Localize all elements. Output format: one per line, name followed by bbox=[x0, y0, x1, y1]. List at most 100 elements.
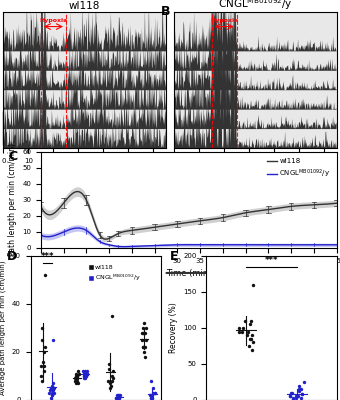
Point bbox=[239, 328, 244, 335]
Point bbox=[115, 394, 121, 400]
Point bbox=[106, 366, 112, 372]
Point bbox=[49, 392, 54, 398]
Point bbox=[287, 393, 292, 400]
Point bbox=[242, 318, 247, 324]
Point bbox=[294, 393, 299, 400]
Point bbox=[73, 373, 79, 379]
Point bbox=[73, 380, 79, 386]
Point bbox=[80, 368, 86, 374]
Point bbox=[115, 394, 121, 400]
Point bbox=[41, 349, 47, 355]
Point bbox=[114, 394, 119, 400]
Point bbox=[152, 390, 157, 396]
Legend: wI118, $\mathregular{CNGL^{MB01092}/y}$: wI118, $\mathregular{CNGL^{MB01092}/y}$ bbox=[87, 262, 143, 286]
Point bbox=[298, 395, 304, 400]
Point bbox=[38, 373, 44, 379]
Point bbox=[72, 378, 78, 384]
Point bbox=[116, 394, 122, 400]
Point bbox=[84, 370, 89, 377]
Point bbox=[116, 394, 121, 400]
Point bbox=[82, 370, 87, 377]
Y-axis label: Recovery (%): Recovery (%) bbox=[169, 303, 177, 353]
Point bbox=[42, 363, 47, 370]
Point bbox=[84, 368, 90, 374]
Point bbox=[51, 385, 56, 391]
Point bbox=[248, 336, 254, 342]
Point bbox=[140, 344, 146, 350]
Point bbox=[249, 332, 255, 338]
Point bbox=[84, 373, 89, 379]
Text: B: B bbox=[161, 5, 171, 18]
Point bbox=[75, 380, 81, 386]
Point bbox=[247, 321, 253, 328]
Point bbox=[115, 392, 121, 398]
Point bbox=[83, 375, 88, 382]
Point bbox=[50, 390, 55, 396]
Point bbox=[143, 337, 149, 343]
Text: Hypoxia: Hypoxia bbox=[120, 281, 148, 287]
Point bbox=[50, 380, 55, 386]
Point bbox=[140, 344, 146, 350]
Point bbox=[236, 325, 242, 331]
Point bbox=[301, 379, 306, 385]
Point bbox=[150, 392, 155, 398]
Point bbox=[250, 339, 255, 346]
Point bbox=[150, 390, 155, 396]
Point bbox=[51, 390, 56, 396]
Point bbox=[107, 380, 113, 386]
Point bbox=[149, 394, 154, 400]
Point bbox=[289, 390, 294, 396]
Point bbox=[106, 378, 111, 384]
Point bbox=[82, 373, 87, 379]
Point bbox=[76, 370, 82, 377]
Point bbox=[106, 361, 112, 367]
Point bbox=[41, 368, 47, 374]
Point bbox=[115, 394, 121, 400]
Point bbox=[149, 394, 155, 400]
Point bbox=[141, 349, 147, 355]
Point bbox=[148, 394, 154, 400]
Point bbox=[296, 388, 301, 394]
Text: Hypoxia: Hypoxia bbox=[210, 18, 238, 23]
Point bbox=[296, 386, 302, 392]
Point bbox=[250, 282, 256, 288]
Y-axis label: Average path length per min (cm/min): Average path length per min (cm/min) bbox=[0, 261, 6, 395]
Point bbox=[290, 395, 295, 400]
Legend: wI118, $\mathregular{CNGL^{MB01092}/y}$: wI118, $\mathregular{CNGL^{MB01092}/y}$ bbox=[264, 156, 333, 183]
Text: E: E bbox=[170, 250, 178, 263]
Point bbox=[39, 337, 45, 343]
Point bbox=[288, 393, 293, 400]
Text: C: C bbox=[8, 150, 17, 163]
Point bbox=[84, 370, 90, 377]
Point bbox=[110, 368, 115, 374]
Point bbox=[117, 392, 122, 398]
Title: $\mathregular{CNGL^{MB01092}/y}$: $\mathregular{CNGL^{MB01092}/y}$ bbox=[218, 0, 293, 12]
Point bbox=[142, 330, 147, 336]
Point bbox=[42, 344, 47, 350]
Point bbox=[236, 328, 242, 335]
Point bbox=[290, 395, 295, 400]
Point bbox=[39, 325, 45, 331]
Point bbox=[152, 390, 157, 396]
Point bbox=[110, 375, 116, 382]
Point bbox=[50, 387, 55, 394]
Point bbox=[149, 394, 154, 400]
Point bbox=[74, 378, 80, 384]
Point bbox=[46, 390, 52, 396]
Point bbox=[150, 385, 155, 391]
Point bbox=[149, 378, 154, 384]
Point bbox=[110, 378, 115, 384]
Point bbox=[139, 330, 144, 336]
Point bbox=[297, 382, 302, 389]
Point bbox=[84, 370, 89, 377]
Point bbox=[140, 325, 146, 331]
Point bbox=[300, 391, 305, 398]
Point bbox=[244, 332, 250, 338]
Text: ***: *** bbox=[41, 252, 54, 261]
Point bbox=[39, 378, 44, 384]
Point bbox=[139, 337, 144, 343]
Point bbox=[141, 320, 146, 326]
Point bbox=[82, 368, 87, 374]
Point bbox=[48, 394, 53, 400]
Point bbox=[42, 272, 47, 278]
